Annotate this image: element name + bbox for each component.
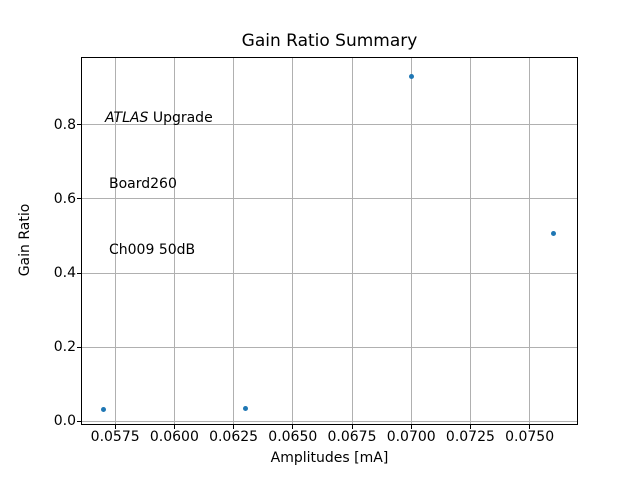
x-tick-label: 0.0700 [386, 429, 436, 445]
y-tick-mark [77, 420, 81, 422]
x-axis-label: Amplitudes [mA] [270, 450, 389, 466]
scatter-point [408, 73, 414, 79]
x-tick-mark [529, 425, 531, 429]
x-tick-mark [469, 425, 471, 429]
y-tick-mark [77, 124, 81, 126]
x-tick-mark [114, 425, 116, 429]
y-tick-mark [77, 272, 81, 274]
grid-line-y [82, 346, 577, 348]
grid-line-x [233, 58, 235, 424]
annotation: ATLAS Upgrade Board260 Ch009 50dB [105, 63, 213, 305]
scatter-points-layer [82, 58, 577, 424]
x-tick-mark [233, 425, 235, 429]
grid-line-y [82, 272, 577, 274]
x-tick-mark [410, 425, 412, 429]
grid-line-y [82, 198, 577, 200]
y-tick-label: 0.4 [53, 265, 76, 281]
x-tick-label: 0.0725 [445, 429, 495, 445]
grid-layer [82, 58, 577, 424]
x-tick-label: 0.0650 [268, 429, 318, 445]
grid-line-y [82, 124, 577, 126]
grid-line-x [410, 58, 412, 424]
y-tick-mark [77, 198, 81, 200]
x-tick-mark [351, 425, 353, 429]
plot-area: ATLAS Upgrade Board260 Ch009 50dB [81, 57, 578, 425]
grid-line-x [351, 58, 353, 424]
x-tick-label: 0.0675 [327, 429, 377, 445]
x-tick-mark [173, 425, 175, 429]
chart-title: Gain Ratio Summary [241, 31, 418, 51]
scatter-point [550, 230, 556, 236]
grid-line-x [469, 58, 471, 424]
y-tick-label: 0.8 [53, 116, 76, 133]
y-tick-mark [77, 346, 81, 348]
y-tick-label: 0.0 [53, 413, 76, 430]
x-tick-label: 0.0575 [90, 429, 140, 445]
annotation-line-experiment: ATLAS Upgrade [105, 107, 213, 129]
y-tick-label: 0.2 [53, 339, 76, 356]
x-tick-mark [292, 425, 294, 429]
grid-line-x [529, 58, 531, 424]
grid-line-x [173, 58, 175, 424]
y-axis-label: Gain Ratio [17, 203, 33, 277]
y-tick-label: 0.6 [53, 190, 76, 207]
scatter-point [100, 406, 106, 412]
scatter-point [242, 405, 248, 411]
grid-line-x [292, 58, 294, 424]
grid-line-x [114, 58, 116, 424]
grid-line-y [82, 420, 577, 422]
x-tick-label: 0.0625 [209, 429, 259, 445]
annotation-board: Board260 [109, 176, 177, 192]
annotation-upgrade: Upgrade [148, 110, 213, 126]
annotation-channel: Ch009 50dB [109, 242, 196, 258]
annotation-experiment: ATLAS [105, 110, 149, 126]
x-tick-label: 0.0750 [505, 429, 555, 445]
x-tick-label: 0.0600 [149, 429, 199, 445]
